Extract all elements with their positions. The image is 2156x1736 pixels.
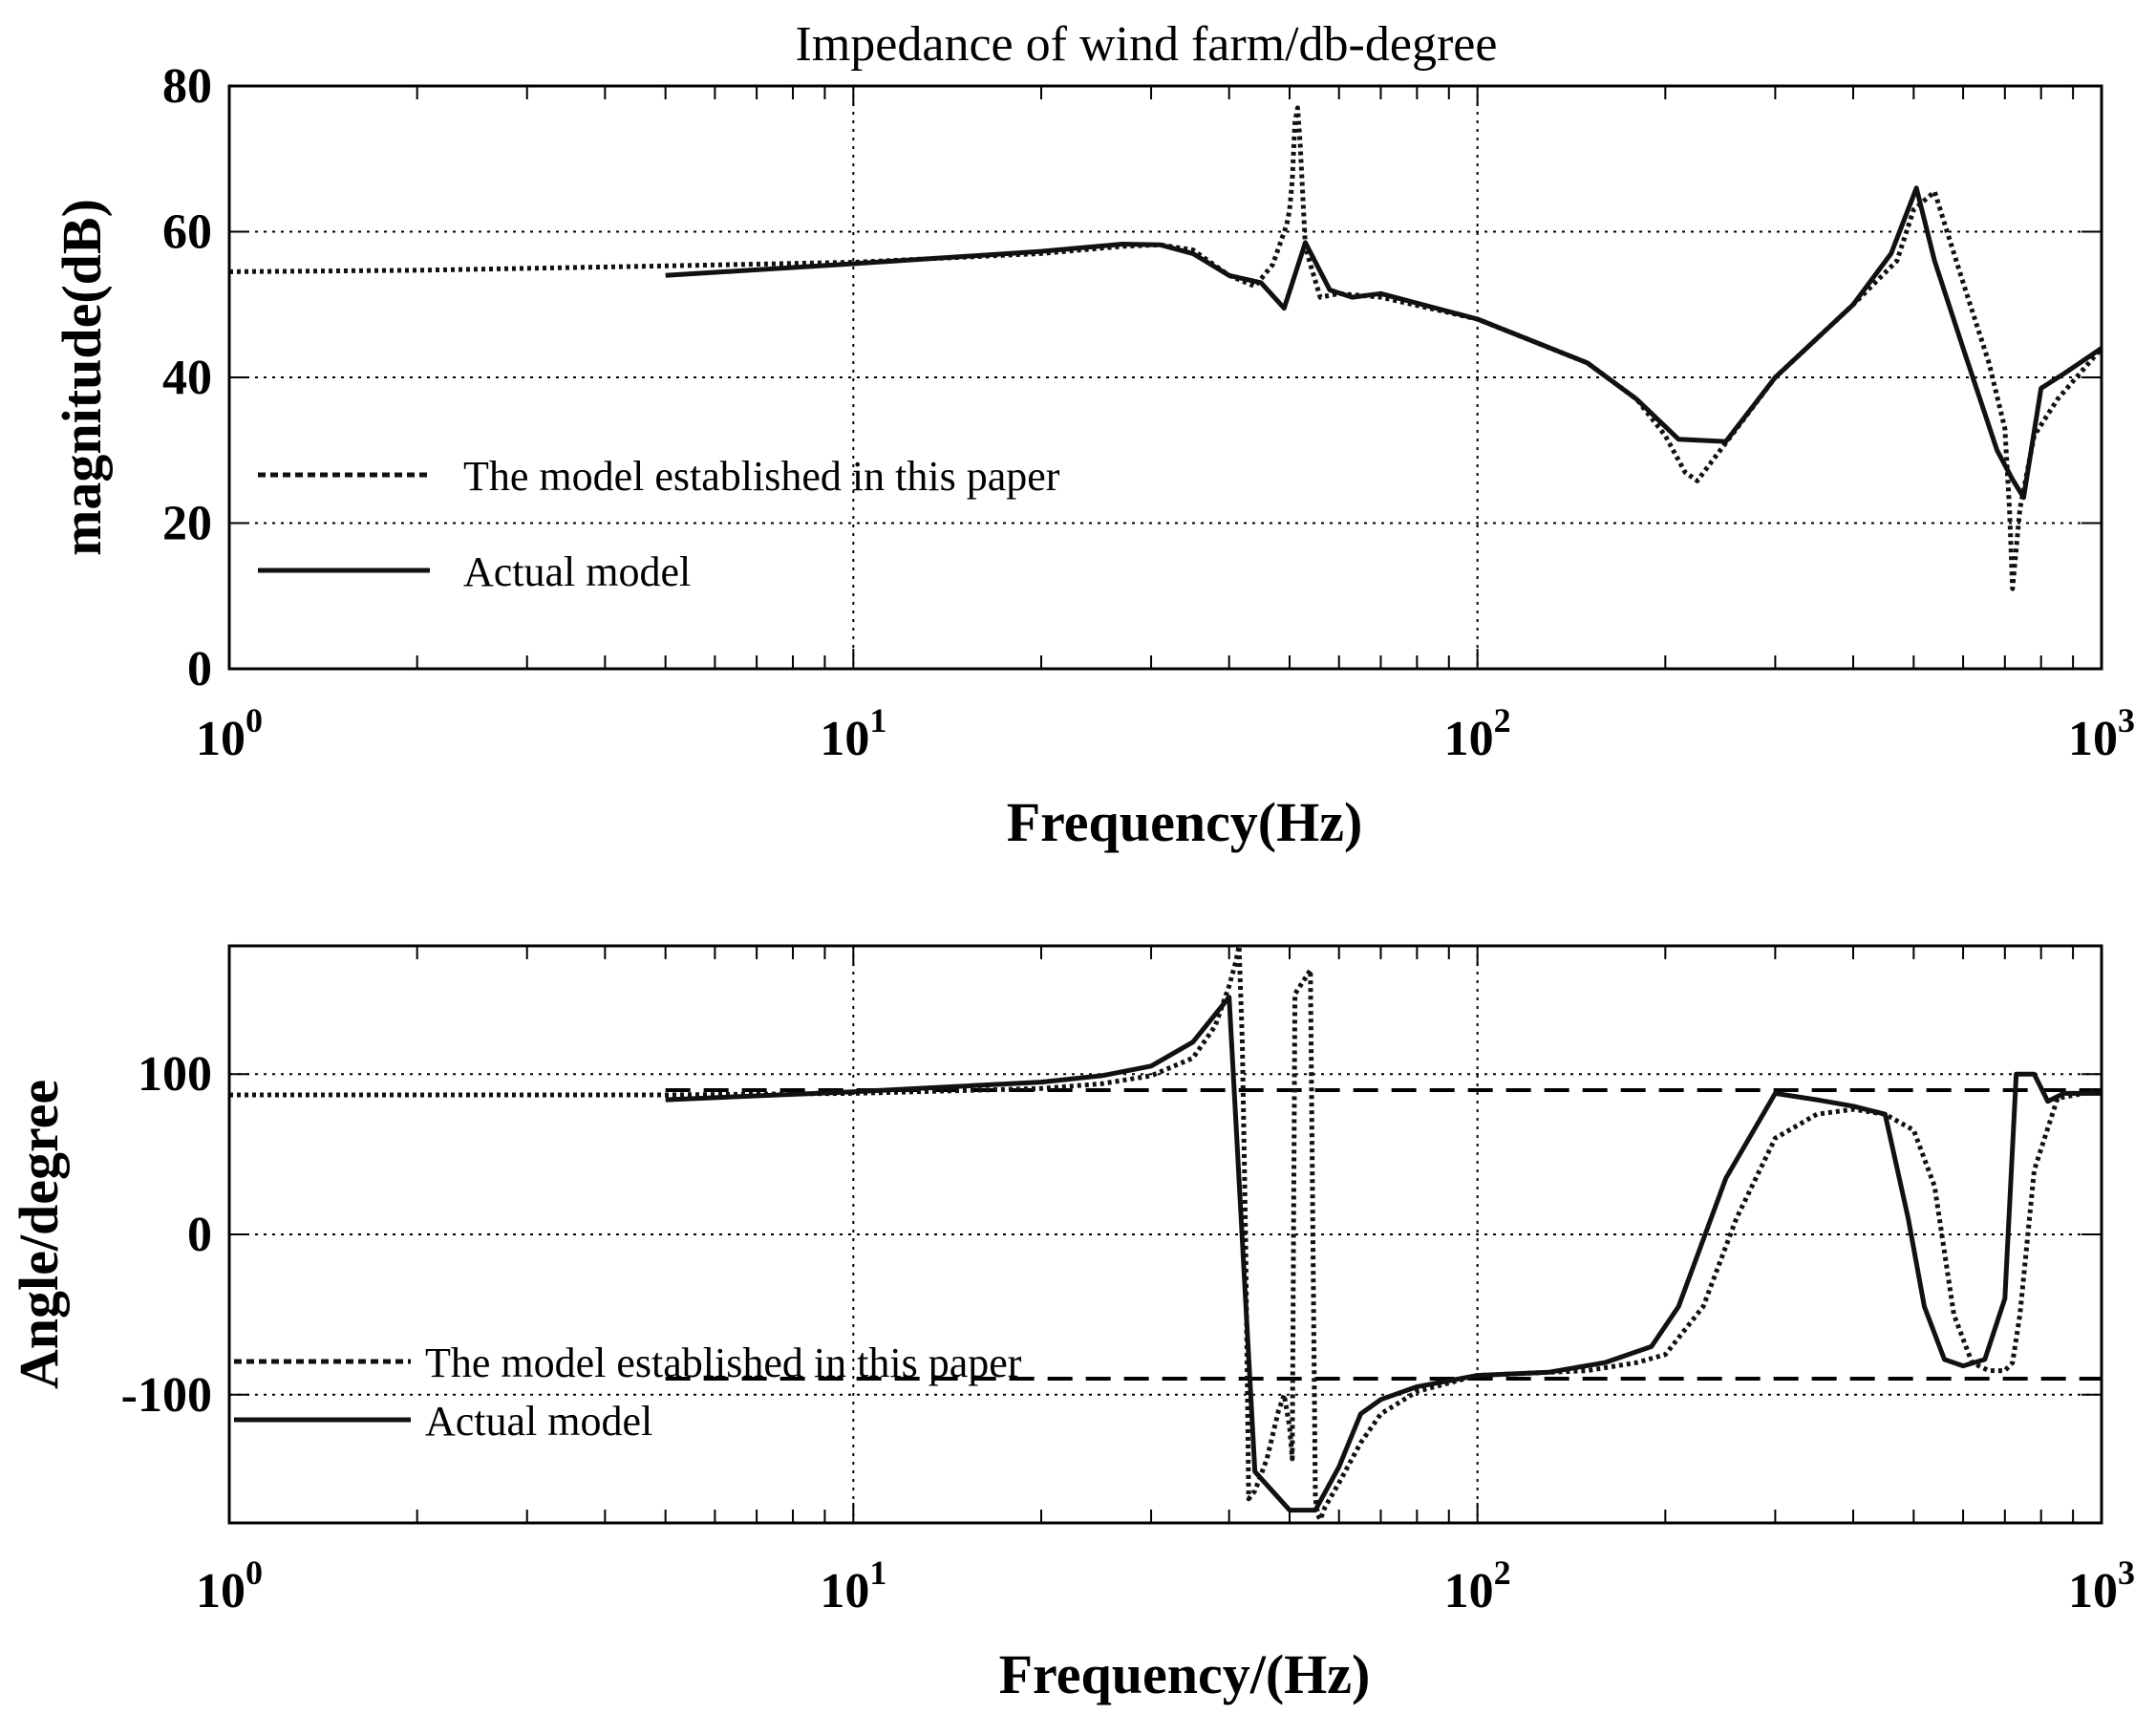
- y-tick-label: -100: [121, 1368, 212, 1423]
- y-tick-label: 40: [162, 351, 212, 405]
- y-axis-label: Angle/degree: [8, 1080, 70, 1389]
- plot-frame: [227, 944, 2103, 1525]
- x-axis-label: Frequency(Hz): [1007, 791, 1363, 853]
- x-tick-label: 101: [820, 1554, 886, 1618]
- y-tick-label: 0: [187, 1208, 212, 1262]
- x-tick-label: 102: [1444, 701, 1511, 766]
- y-tick-label: 60: [162, 205, 212, 260]
- series-line-model: [229, 105, 2102, 591]
- x-axis-label: Frequency/(Hz): [999, 1643, 1371, 1705]
- x-tick-label: 101: [820, 701, 886, 766]
- legend-label: Actual model: [425, 1398, 652, 1445]
- x-tick-label: 102: [1444, 1554, 1511, 1618]
- x-tick-label: 103: [2068, 1554, 2135, 1618]
- y-tick-label: 20: [162, 497, 212, 551]
- magnitude-plot: 0 20 40 60 80 100 101 102 103 Frequency(Hz) magnit…: [51, 59, 2135, 853]
- legend-label: The model established in this paper: [463, 453, 1060, 500]
- y-tick-label: 100: [138, 1047, 212, 1102]
- legend-label: The model established in this paper: [425, 1340, 1022, 1386]
- phase-plot: -100 0 100 100 101 102 103 Frequency/(Hz) Angle/…: [8, 944, 2135, 1705]
- x-tick-label: 100: [196, 1554, 263, 1618]
- series-line-actual: [665, 995, 2102, 1513]
- y-axis-label: magnitude(dB): [51, 199, 113, 556]
- figure-title: Impedance of wind farm/db-degree: [796, 17, 1498, 72]
- legend-label: Actual model: [463, 548, 691, 595]
- plot-frame: [227, 84, 2103, 671]
- x-tick-label: 100: [196, 701, 263, 766]
- series-line-actual: [665, 185, 2102, 501]
- y-tick-label: 80: [162, 59, 212, 114]
- y-tick-label: 0: [187, 642, 212, 697]
- series-line-model: [229, 946, 2102, 1523]
- x-tick-label: 103: [2068, 701, 2135, 766]
